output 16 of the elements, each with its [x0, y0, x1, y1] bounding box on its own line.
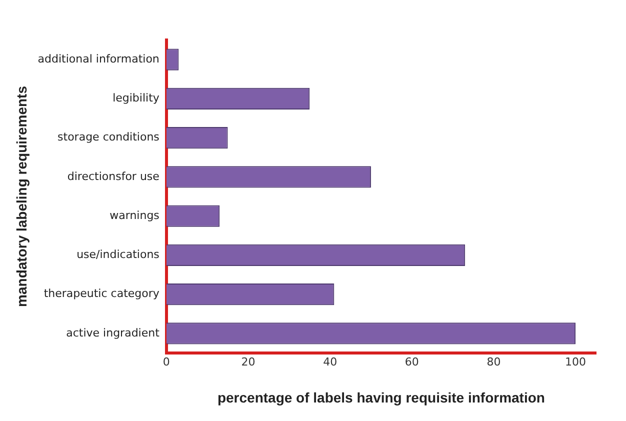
- y-axis-title: mandatory labeling requirements: [13, 86, 30, 307]
- x-tick-label: 80: [486, 355, 501, 368]
- x-tick-label: 60: [404, 355, 419, 368]
- y-tick-label: use/indications: [76, 248, 160, 262]
- y-tick-label: therapeutic category: [44, 287, 160, 300]
- y-tick-label: warnings: [110, 208, 160, 222]
- x-axis-title: percentage of labels having requisite information: [217, 389, 545, 406]
- x-tick-label: 20: [241, 355, 256, 368]
- y-tick-label: active ingradient: [66, 326, 160, 340]
- x-tick-label: 40: [323, 355, 338, 368]
- y-tick-label: additional information: [38, 52, 160, 66]
- y-tick-label: storage conditions: [58, 130, 160, 144]
- x-tick-label: 100: [565, 355, 586, 368]
- y-tick-label: directionsfor use: [67, 170, 160, 183]
- y-tick-label: legibility: [112, 92, 160, 105]
- x-tick-label: 0: [162, 355, 170, 368]
